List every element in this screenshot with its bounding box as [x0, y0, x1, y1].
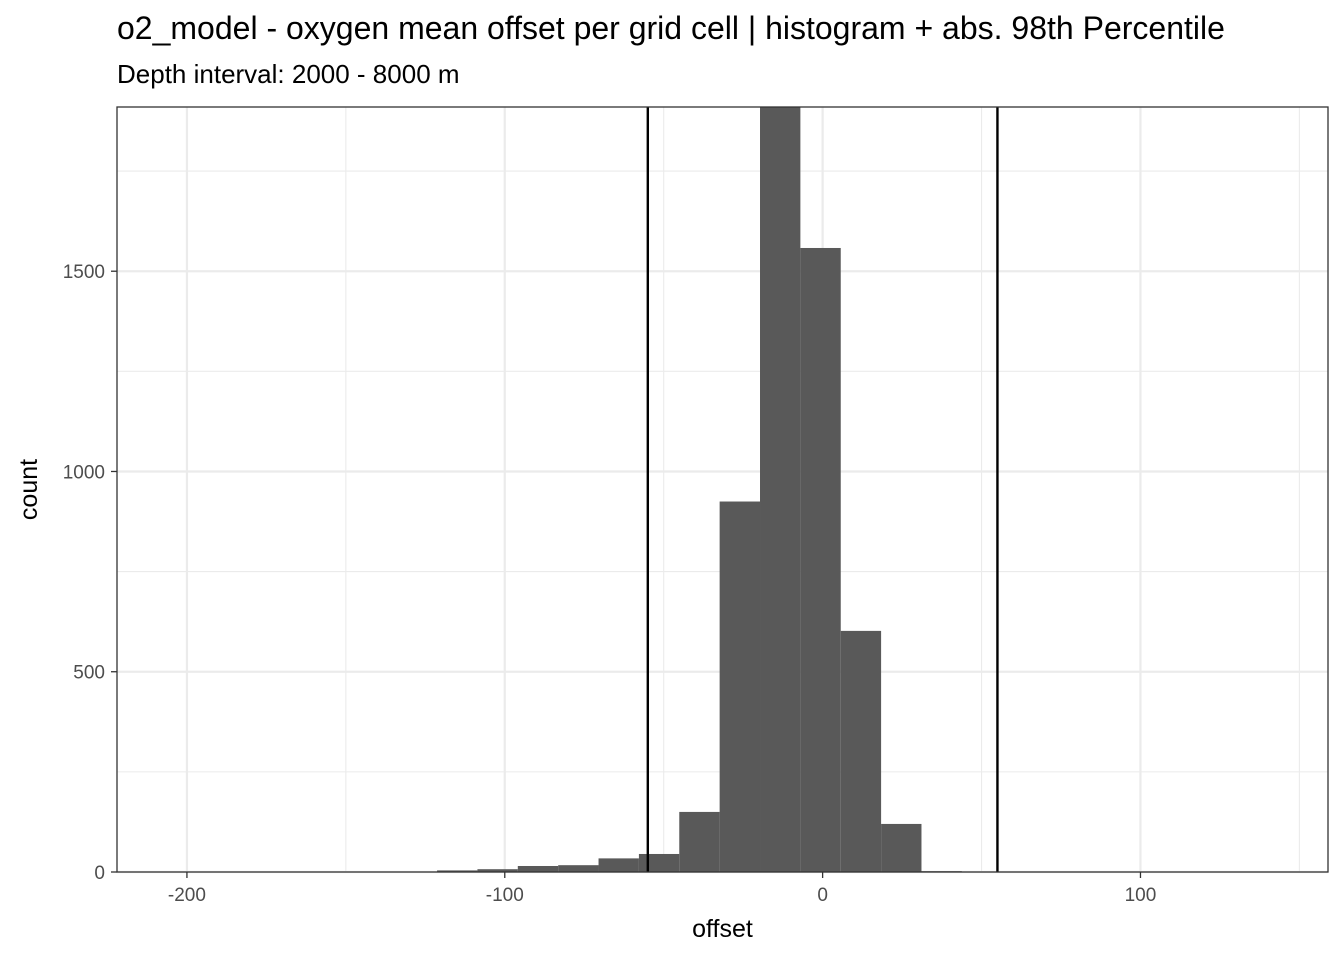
histogram-bar [558, 865, 599, 872]
chart-subtitle: Depth interval: 2000 - 8000 m [117, 59, 460, 89]
histogram-bar [719, 501, 761, 872]
histogram-bar [477, 869, 518, 872]
histogram-bar [800, 247, 841, 872]
histogram-bar [840, 630, 882, 872]
histogram-bar [517, 865, 559, 872]
x-tick-label: 0 [817, 885, 828, 906]
y-tick-label: 500 [73, 663, 105, 684]
y-tick-label: 1500 [63, 262, 105, 283]
x-tick-label: -200 [168, 885, 206, 906]
panel-border [116, 106, 1329, 873]
chart-title: o2_model - oxygen mean offset per grid c… [117, 10, 1225, 46]
histogram-bar [598, 858, 639, 872]
y-tick-label: 0 [94, 863, 105, 884]
y-axis-title: count [15, 459, 43, 520]
histogram-bar [881, 823, 922, 872]
histogram-bar [638, 853, 680, 872]
histogram-bar [437, 870, 478, 872]
x-tick-label: 100 [1125, 885, 1157, 906]
x-tick-label: -100 [486, 885, 524, 906]
y-tick-label: 1000 [63, 462, 105, 483]
histogram-bar [760, 107, 801, 872]
histogram-bar [679, 811, 720, 872]
x-axis-title: offset [692, 915, 753, 943]
